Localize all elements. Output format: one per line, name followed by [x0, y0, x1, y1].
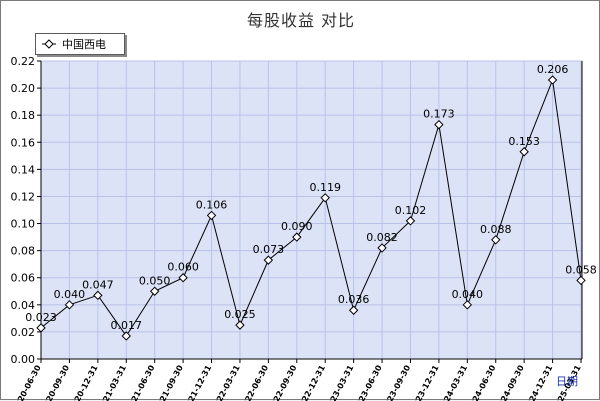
series-layer: [36, 75, 586, 341]
data-point: [547, 75, 558, 85]
data-point: [320, 193, 330, 203]
data-label: 0.206: [537, 63, 569, 76]
y-tick-label: 0.22: [11, 55, 36, 68]
data-label: 0.106: [196, 198, 228, 211]
y-tick-label: 0.18: [11, 109, 36, 122]
data-label: 0.040: [452, 288, 484, 301]
data-point: [491, 235, 501, 245]
chart-title: 每股收益 对比: [246, 11, 356, 30]
x-tick-label: 2022-09-30: [267, 363, 299, 401]
data-label: 0.058: [565, 263, 597, 276]
data-point: [405, 216, 416, 226]
data-point: [263, 255, 274, 265]
data-label: 0.102: [395, 204, 427, 217]
data-point: [178, 273, 188, 283]
y-tick-label: 0.00: [11, 353, 36, 366]
x-tick-label: 2021-09-30: [153, 363, 185, 401]
data-label: 0.088: [480, 223, 512, 236]
x-tick-label: 2023-06-30: [352, 363, 384, 401]
data-point: [36, 323, 46, 333]
data-point: [576, 275, 586, 286]
series-line: [40, 78, 582, 337]
data-point: [519, 147, 529, 157]
x-tick-label: 2023-09-30: [380, 363, 412, 401]
y-tick-label: 0.20: [11, 82, 36, 95]
data-label: 0.073: [253, 243, 285, 256]
data-labels: 0.0230.0400.0470.0170.0500.0600.1060.025…: [25, 63, 597, 332]
data-label: 0.060: [167, 261, 199, 274]
y-tick-label: 0.12: [11, 190, 36, 203]
x-tick-label: 2023-12-31: [409, 363, 441, 401]
data-label: 0.036: [338, 293, 370, 306]
data-label: 0.023: [25, 311, 57, 324]
x-tick-label: 2024-09-30: [494, 363, 526, 401]
x-tick-label: 2022-03-31: [210, 363, 242, 401]
data-point: [434, 119, 444, 130]
x-tick-label: 2022-12-31: [295, 363, 327, 401]
x-axis-label: 日期: [556, 375, 578, 388]
legend-label: 中国西电: [62, 38, 106, 51]
y-tick-label: 0.08: [11, 245, 36, 258]
plot-area: [41, 61, 582, 359]
data-point: [121, 331, 131, 341]
data-point: [292, 232, 302, 242]
x-tick-label: 2020-06-30: [11, 363, 43, 401]
data-point: [149, 286, 160, 296]
y-tick-label: 0.06: [11, 272, 36, 285]
x-tick-label: 2021-06-30: [124, 363, 156, 401]
data-label: 0.173: [423, 108, 455, 121]
data-label: 0.047: [82, 278, 114, 291]
data-label: 0.050: [139, 274, 171, 287]
x-tick-label: 2024-06-30: [466, 363, 498, 401]
x-tick-label: 2020-12-31: [68, 363, 100, 401]
data-label: 0.119: [309, 181, 341, 194]
x-tick-label: 2023-03-31: [323, 363, 355, 401]
x-tick-label: 2021-03-31: [96, 363, 128, 401]
data-point: [377, 243, 387, 253]
data-label: 0.040: [54, 288, 86, 301]
data-label: 0.090: [281, 220, 313, 233]
x-tick-label: 2024-03-31: [437, 363, 469, 401]
x-tick-label: 2020-09-30: [39, 363, 71, 401]
y-tick-label: 0.04: [11, 299, 36, 312]
data-point: [64, 300, 75, 310]
data-label: 0.153: [508, 135, 540, 148]
data-label: 0.025: [224, 308, 256, 321]
y-tick-label: 0.10: [11, 218, 36, 231]
y-tick-label: 0.02: [11, 326, 36, 339]
legend-marker-icon: [42, 39, 56, 49]
y-tick-label: 0.14: [11, 163, 36, 176]
data-point: [206, 210, 217, 221]
data-label: 0.082: [366, 231, 398, 244]
y-tick-label: 0.16: [11, 136, 36, 149]
data-point: [235, 320, 245, 330]
legend: 中国西电: [35, 33, 125, 55]
x-tick-label: 2024-12-31: [522, 363, 554, 401]
x-tick-label: 2022-06-30: [238, 363, 270, 401]
data-point: [93, 290, 103, 301]
data-label: 0.017: [111, 319, 143, 332]
data-point: [462, 300, 473, 310]
data-point: [348, 305, 359, 315]
x-tick-label: 2021-12-31: [181, 363, 213, 401]
